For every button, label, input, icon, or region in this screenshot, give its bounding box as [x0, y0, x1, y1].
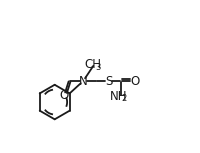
- Text: O: O: [129, 75, 139, 88]
- Text: 2: 2: [121, 94, 126, 103]
- Text: N: N: [78, 75, 87, 88]
- Text: 3: 3: [95, 63, 100, 72]
- Text: O: O: [60, 89, 69, 102]
- Text: S: S: [105, 75, 112, 88]
- Text: NH: NH: [110, 90, 127, 103]
- Text: CH: CH: [84, 58, 101, 71]
